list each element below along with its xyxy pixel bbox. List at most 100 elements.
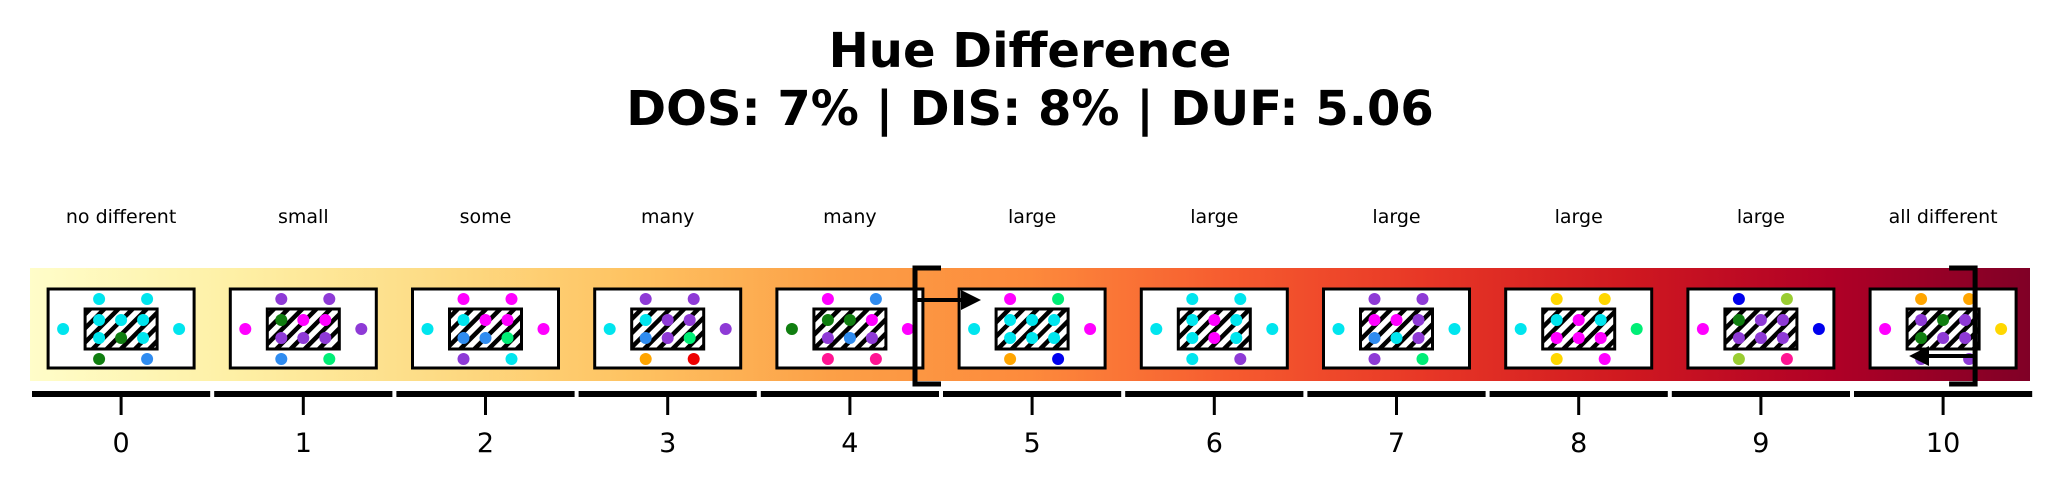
level-label: large bbox=[1008, 206, 1056, 228]
tick-label: 9 bbox=[1752, 428, 1769, 459]
hue-dot bbox=[115, 332, 128, 344]
hue-dot bbox=[1368, 314, 1381, 326]
hue-dot bbox=[1959, 332, 1972, 344]
hue-dot bbox=[421, 323, 434, 335]
hue-dot bbox=[1412, 332, 1425, 344]
sample-panel bbox=[228, 287, 378, 370]
hue-dot bbox=[1368, 353, 1381, 365]
hue-dot bbox=[1230, 332, 1243, 344]
hue-dot bbox=[275, 314, 288, 326]
hue-dot bbox=[865, 332, 878, 344]
hue-dot bbox=[141, 293, 154, 305]
hue-dot bbox=[93, 314, 106, 326]
hue-dot bbox=[1048, 314, 1061, 326]
hue-dot bbox=[603, 323, 616, 335]
tick-label: 1 bbox=[295, 428, 312, 459]
level-label: large bbox=[1555, 206, 1603, 228]
hue-dot bbox=[1052, 293, 1065, 305]
hue-dot bbox=[1550, 314, 1563, 326]
hue-dot bbox=[1550, 332, 1563, 344]
hue-dot bbox=[843, 314, 856, 326]
hue-dot bbox=[93, 332, 106, 344]
hue-dot bbox=[319, 314, 332, 326]
hue-dot bbox=[1084, 323, 1097, 335]
hue-dot bbox=[1915, 314, 1928, 326]
hue-dot bbox=[1879, 323, 1892, 335]
hue-dot bbox=[1514, 323, 1527, 335]
hue-dot bbox=[1048, 332, 1061, 344]
hue-dot bbox=[297, 332, 310, 344]
hue-dot bbox=[661, 332, 674, 344]
hue-dot bbox=[141, 353, 154, 365]
hue-dot bbox=[843, 332, 856, 344]
hue-dot bbox=[1594, 314, 1607, 326]
hue-dot bbox=[1780, 353, 1793, 365]
hue-dot bbox=[901, 323, 914, 335]
hue-dot bbox=[1416, 293, 1429, 305]
hue-dot bbox=[639, 293, 652, 305]
level-label: some bbox=[460, 206, 512, 228]
hue-dot bbox=[1754, 314, 1767, 326]
hue-dot bbox=[505, 293, 518, 305]
tick-label: 0 bbox=[113, 428, 130, 459]
hue-dot bbox=[1186, 332, 1199, 344]
hue-dot bbox=[1812, 323, 1825, 335]
hue-dot bbox=[639, 332, 652, 344]
hue-dot bbox=[1186, 293, 1199, 305]
hue-dot bbox=[1696, 323, 1709, 335]
hue-dot bbox=[1550, 353, 1563, 365]
tick-label: 5 bbox=[1024, 428, 1041, 459]
sample-panel bbox=[1139, 287, 1289, 370]
hue-dot bbox=[1776, 332, 1789, 344]
level-label: small bbox=[278, 206, 329, 228]
hue-dot bbox=[1026, 332, 1039, 344]
hue-dot bbox=[1004, 293, 1017, 305]
hue-dot bbox=[1150, 323, 1163, 335]
hue-dot bbox=[275, 353, 288, 365]
hue-dot bbox=[1732, 293, 1745, 305]
hue-dot bbox=[1732, 353, 1745, 365]
hue-dot bbox=[1234, 353, 1247, 365]
hue-dot bbox=[1026, 314, 1039, 326]
hue-dot bbox=[1572, 332, 1585, 344]
chart-title: Hue Difference DOS: 7% | DIS: 8% | DUF: … bbox=[0, 22, 2060, 138]
hue-dot bbox=[1995, 323, 2008, 335]
hue-dot bbox=[457, 353, 470, 365]
hue-dot bbox=[1368, 332, 1381, 344]
hue-dot bbox=[869, 293, 882, 305]
hue-dot bbox=[537, 323, 550, 335]
level-label: many bbox=[823, 206, 876, 228]
hue-dot bbox=[93, 293, 106, 305]
hue-dot bbox=[319, 332, 332, 344]
hue-dot bbox=[457, 293, 470, 305]
tick-label: 10 bbox=[1926, 428, 1960, 459]
hue-dot bbox=[93, 353, 106, 365]
sample-panel bbox=[1686, 287, 1836, 370]
hue-dot bbox=[1390, 332, 1403, 344]
hue-dot bbox=[355, 323, 368, 335]
hue-dot bbox=[1959, 314, 1972, 326]
hue-dot bbox=[1776, 314, 1789, 326]
range-bracket-right bbox=[1949, 265, 1978, 387]
hue-dot bbox=[1186, 353, 1199, 365]
hue-dot bbox=[505, 353, 518, 365]
hue-dot bbox=[1598, 293, 1611, 305]
hue-dot bbox=[1572, 314, 1585, 326]
title-line-2: DOS: 7% | DIS: 8% | DUF: 5.06 bbox=[626, 81, 1434, 137]
hue-dot bbox=[683, 332, 696, 344]
level-label: no different bbox=[66, 206, 176, 228]
hue-dot bbox=[687, 353, 700, 365]
hue-dot bbox=[1390, 314, 1403, 326]
hue-dot bbox=[1780, 293, 1793, 305]
tick-label: 3 bbox=[659, 428, 676, 459]
hue-dot bbox=[323, 293, 336, 305]
hue-dot bbox=[1732, 314, 1745, 326]
hue-dot bbox=[479, 332, 492, 344]
hue-dot bbox=[1937, 332, 1950, 344]
level-label: large bbox=[1372, 206, 1420, 228]
hue-dot bbox=[661, 314, 674, 326]
hue-dot bbox=[1732, 332, 1745, 344]
hue-dot bbox=[1550, 293, 1563, 305]
level-label: large bbox=[1737, 206, 1785, 228]
